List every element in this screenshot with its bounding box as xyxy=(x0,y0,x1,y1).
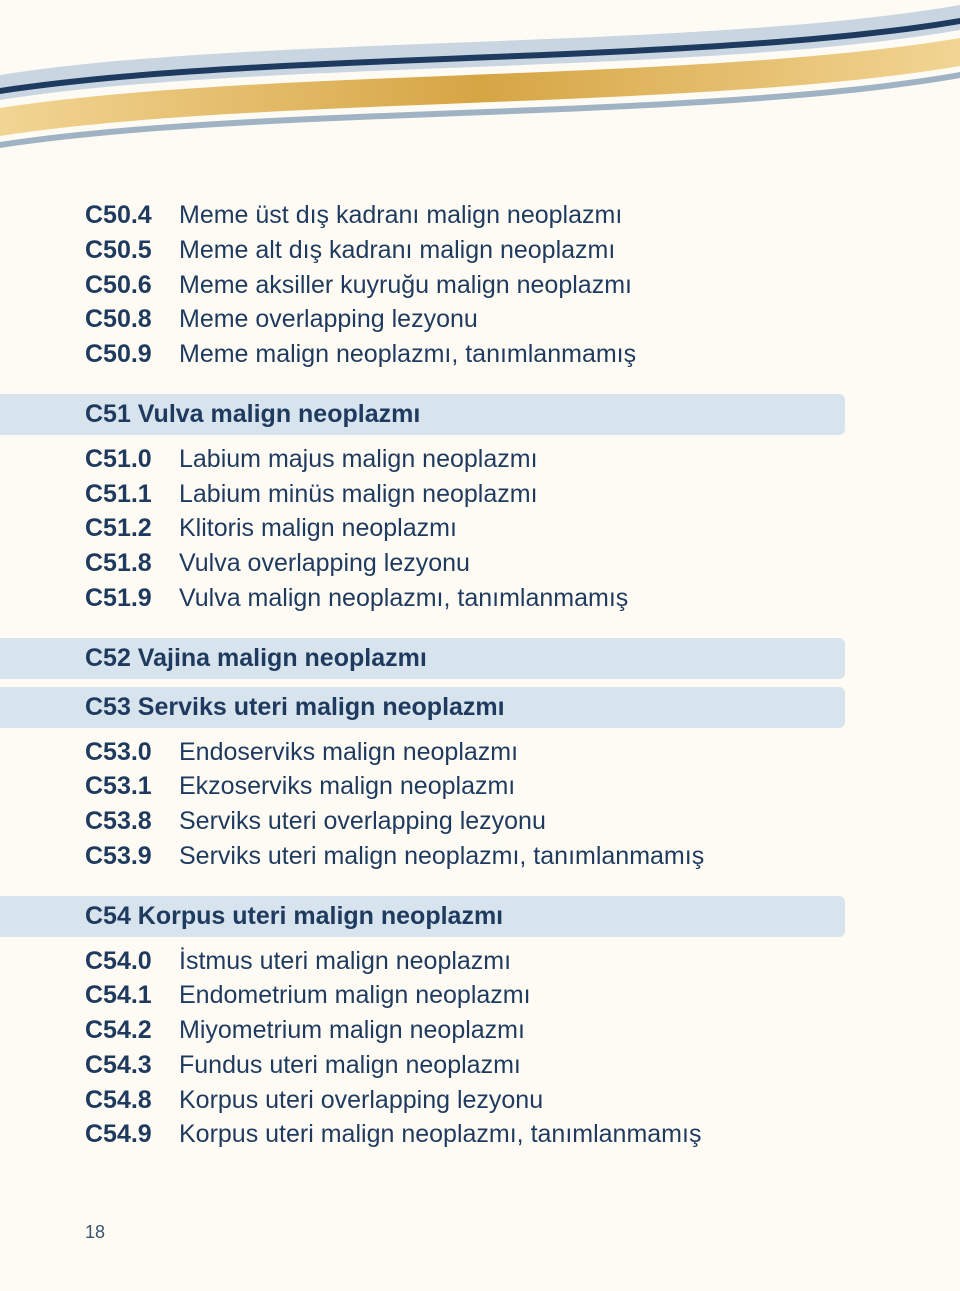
item-code: C53.0 xyxy=(85,736,167,770)
list-item: C50.4 Meme üst dış kadranı malign neopla… xyxy=(85,199,900,233)
item-code: C50.5 xyxy=(85,234,167,268)
item-code: C54.2 xyxy=(85,1014,167,1048)
list-item: C53.1 Ekzoserviks malign neoplazmı xyxy=(85,770,900,804)
item-label: Vulva overlapping lezyonu xyxy=(179,547,900,581)
item-label: Meme malign neoplazmı, tanımlanmamış xyxy=(179,338,900,372)
list-item: C54.9 Korpus uteri malign neoplazmı, tan… xyxy=(85,1118,900,1152)
list-item: C50.8 Meme overlapping lezyonu xyxy=(85,303,900,337)
list-item: C53.0 Endoserviks malign neoplazmı xyxy=(85,736,900,770)
item-label: Meme üst dış kadranı malign neoplazmı xyxy=(179,199,900,233)
item-label: Korpus uteri overlapping lezyonu xyxy=(179,1084,900,1118)
item-code: C54.1 xyxy=(85,979,167,1013)
item-code: C54.9 xyxy=(85,1118,167,1152)
page-content: C50.4 Meme üst dış kadranı malign neopla… xyxy=(0,0,960,1152)
list-item: C53.8 Serviks uteri overlapping lezyonu xyxy=(85,805,900,839)
list-item: C54.0 İstmus uteri malign neoplazmı xyxy=(85,945,900,979)
item-label: Miyometrium malign neoplazmı xyxy=(179,1014,900,1048)
intro-item-list: C50.4 Meme üst dış kadranı malign neopla… xyxy=(85,199,900,372)
list-item: C54.8 Korpus uteri overlapping lezyonu xyxy=(85,1084,900,1118)
item-label: Ekzoserviks malign neoplazmı xyxy=(179,770,900,804)
item-label: Serviks uteri overlapping lezyonu xyxy=(179,805,900,839)
item-code: C53.8 xyxy=(85,805,167,839)
item-code: C50.6 xyxy=(85,269,167,303)
list-item: C50.6 Meme aksiller kuyruğu malign neopl… xyxy=(85,269,900,303)
list-item: C54.1 Endometrium malign neoplazmı xyxy=(85,979,900,1013)
page-number: 18 xyxy=(85,1222,105,1243)
item-code: C51.0 xyxy=(85,443,167,477)
item-code: C51.1 xyxy=(85,478,167,512)
section-item-list: C54.0 İstmus uteri malign neoplazmı C54.… xyxy=(85,945,900,1153)
section-heading: C52 Vajina malign neoplazmı xyxy=(85,638,900,679)
item-label: Labium minüs malign neoplazmı xyxy=(179,478,900,512)
section-item-list: C51.0 Labium majus malign neoplazmı C51.… xyxy=(85,443,900,616)
item-label: Endometrium malign neoplazmı xyxy=(179,979,900,1013)
item-code: C51.8 xyxy=(85,547,167,581)
item-code: C51.9 xyxy=(85,582,167,616)
list-item: C51.0 Labium majus malign neoplazmı xyxy=(85,443,900,477)
list-item: C50.5 Meme alt dış kadranı malign neopla… xyxy=(85,234,900,268)
item-code: C54.0 xyxy=(85,945,167,979)
list-item: C50.9 Meme malign neoplazmı, tanımlanmam… xyxy=(85,338,900,372)
list-item: C51.9 Vulva malign neoplazmı, tanımlanma… xyxy=(85,582,900,616)
item-code: C50.9 xyxy=(85,338,167,372)
item-label: Serviks uteri malign neoplazmı, tanımlan… xyxy=(179,840,900,874)
item-label: Klitoris malign neoplazmı xyxy=(179,512,900,546)
item-code: C50.4 xyxy=(85,199,167,233)
item-code: C54.3 xyxy=(85,1049,167,1083)
section-item-list: C53.0 Endoserviks malign neoplazmı C53.1… xyxy=(85,736,900,874)
item-code: C53.9 xyxy=(85,840,167,874)
item-code: C53.1 xyxy=(85,770,167,804)
section-heading: C53 Serviks uteri malign neoplazmı xyxy=(85,687,900,728)
item-label: Meme overlapping lezyonu xyxy=(179,303,900,337)
list-item: C51.1 Labium minüs malign neoplazmı xyxy=(85,478,900,512)
item-label: Vulva malign neoplazmı, tanımlanmamış xyxy=(179,582,900,616)
list-item: C51.2 Klitoris malign neoplazmı xyxy=(85,512,900,546)
list-item: C51.8 Vulva overlapping lezyonu xyxy=(85,547,900,581)
list-item: C54.3 Fundus uteri malign neoplazmı xyxy=(85,1049,900,1083)
section-heading: C54 Korpus uteri malign neoplazmı xyxy=(85,896,900,937)
list-item: C53.9 Serviks uteri malign neoplazmı, ta… xyxy=(85,840,900,874)
item-code: C50.8 xyxy=(85,303,167,337)
item-label: Meme alt dış kadranı malign neoplazmı xyxy=(179,234,900,268)
item-label: Fundus uteri malign neoplazmı xyxy=(179,1049,900,1083)
item-code: C51.2 xyxy=(85,512,167,546)
list-item: C54.2 Miyometrium malign neoplazmı xyxy=(85,1014,900,1048)
item-label: Meme aksiller kuyruğu malign neoplazmı xyxy=(179,269,900,303)
item-label: Endoserviks malign neoplazmı xyxy=(179,736,900,770)
item-label: Labium majus malign neoplazmı xyxy=(179,443,900,477)
section-heading: C51 Vulva malign neoplazmı xyxy=(85,394,900,435)
item-label: İstmus uteri malign neoplazmı xyxy=(179,945,900,979)
item-code: C54.8 xyxy=(85,1084,167,1118)
item-label: Korpus uteri malign neoplazmı, tanımlanm… xyxy=(179,1118,900,1152)
